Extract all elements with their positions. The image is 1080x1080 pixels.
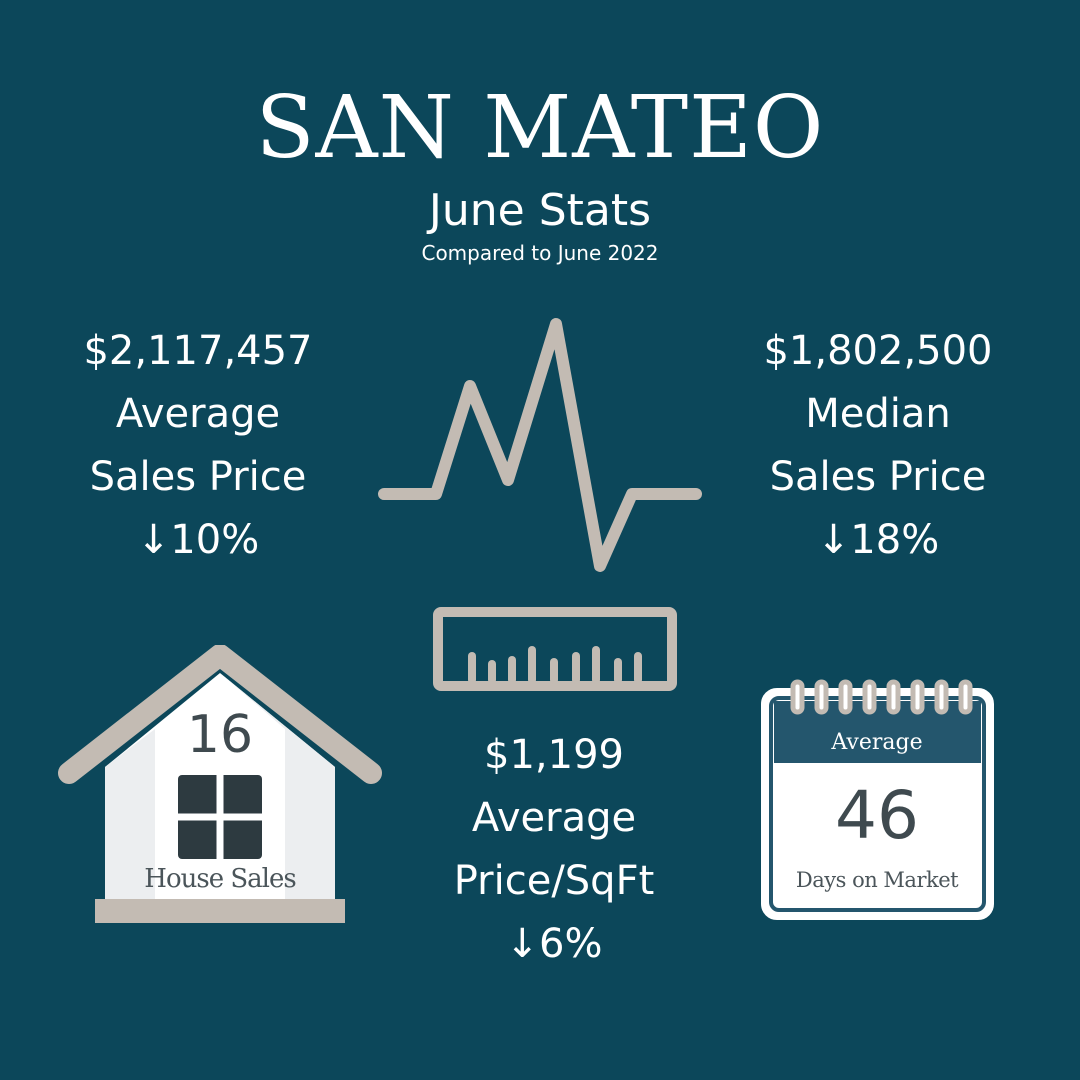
stat-label-line1: Average [115,391,281,437]
stat-label-line2: Sales Price [89,454,307,500]
stat-average-price-sqft: $1,199 Average Price/SqFt ↓6% [394,724,714,976]
page-title: SAN MATEO [255,78,825,178]
house-sales-count: 16 [186,705,254,765]
house-sales-label: House Sales [144,864,296,894]
stat-label-line1: Median [805,391,951,437]
ruler-icon [433,607,677,691]
stat-change: ↓6% [394,913,714,976]
stat-change-value: 6% [539,921,603,967]
stat-label-line1: Average [471,795,637,841]
days-on-market-count: 46 [835,777,919,854]
house-icon [58,645,382,923]
days-on-market-label: Days on Market [795,868,959,892]
stat-change-value: 10% [170,517,260,563]
stat-value: $1,199 [484,732,624,778]
days-on-market-header: Average [831,730,923,755]
page-subtitle: June Stats [428,185,652,236]
stat-value: $1,802,500 [763,328,993,374]
down-arrow-icon: ↓ [505,921,540,967]
stat-median-sales-price: $1,802,500 Median Sales Price ↓18% [718,320,1038,572]
calendar-icon [761,679,994,920]
stat-change-value: 18% [850,517,940,563]
stat-value: $2,117,457 [83,328,313,374]
stat-label-line2: Sales Price [769,454,987,500]
stat-average-sales-price: $2,117,457 Average Sales Price ↓10% [38,320,358,572]
comparison-note: Compared to June 2022 [421,241,659,265]
heartbeat-line-icon [378,318,702,572]
stat-change: ↓18% [718,509,1038,572]
down-arrow-icon: ↓ [136,517,171,563]
stat-label-line2: Price/SqFt [453,858,655,904]
down-arrow-icon: ↓ [816,517,851,563]
stat-change: ↓10% [38,509,358,572]
